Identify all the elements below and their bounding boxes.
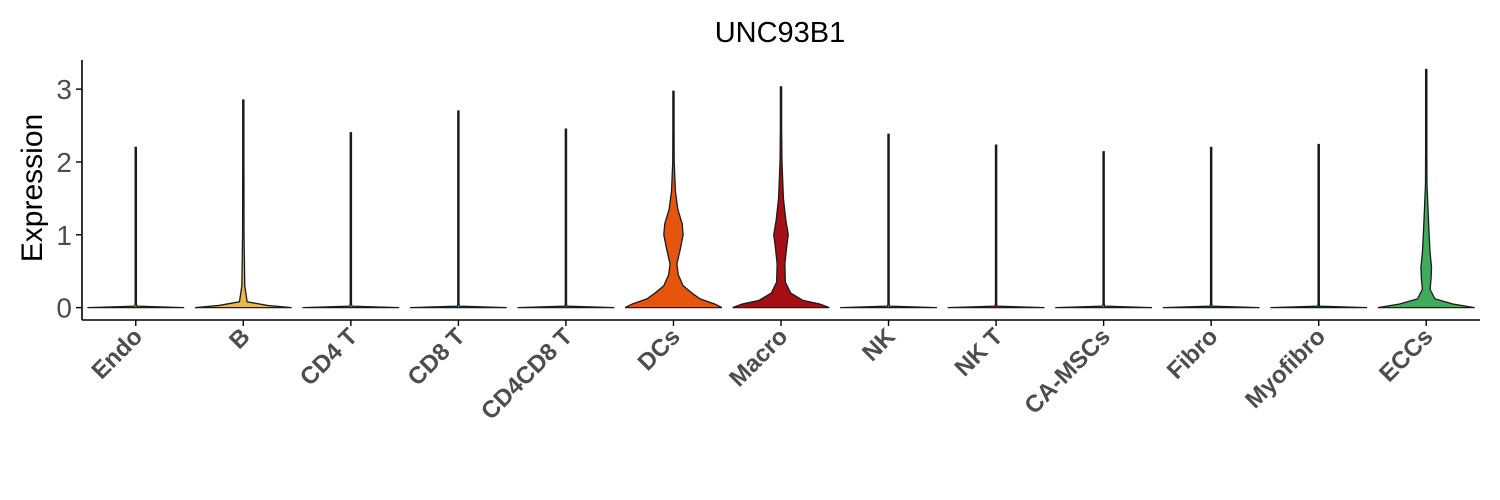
x-tick-label: DCs: [633, 323, 686, 376]
violin-cd4cd8-t: [517, 128, 615, 309]
x-tick-label: CD4 T: [295, 323, 363, 391]
violin-eccs: [1377, 68, 1475, 309]
violin-macro: [732, 86, 830, 309]
y-tick-label: 0: [56, 293, 72, 324]
violin-cd4-t: [302, 132, 400, 309]
violin-fibro: [1162, 146, 1260, 309]
x-tick-label: NK: [857, 323, 901, 367]
violin-cd8-t: [409, 110, 507, 309]
y-tick-label: 1: [56, 220, 72, 251]
violin-endo: [87, 146, 185, 309]
x-tick-label: CD4CD8 T: [476, 323, 578, 425]
x-tick-label: ECCs: [1374, 323, 1438, 387]
x-tick-label: CA-MSCs: [1019, 323, 1115, 419]
violin-nk-t: [947, 144, 1045, 309]
x-tick-label: Fibro: [1162, 323, 1224, 385]
x-tick-label: Macro: [724, 323, 793, 392]
x-tick-label: Endo: [86, 323, 148, 385]
x-tick-label: Myofibro: [1240, 323, 1331, 414]
x-tick-label: B: [224, 323, 255, 354]
y-tick-label: 2: [56, 147, 72, 178]
violin-ca-mscs: [1055, 151, 1153, 309]
y-axis-label: Expression: [16, 114, 49, 262]
violin-b: [194, 99, 292, 309]
plot-area: 0 1 2 3 Endo B CD4 T CD8 T CD4CD8 T DCs Macro NK NK …: [56, 60, 1480, 425]
violin-myofibro: [1270, 143, 1368, 309]
chart-title: UNC93B1: [715, 17, 846, 49]
violin-nk: [840, 133, 937, 309]
x-tick-label: NK T: [950, 323, 1009, 382]
y-tick-label: 3: [56, 74, 72, 105]
x-tick-label: CD8 T: [403, 323, 471, 391]
violin-dcs: [624, 90, 723, 309]
